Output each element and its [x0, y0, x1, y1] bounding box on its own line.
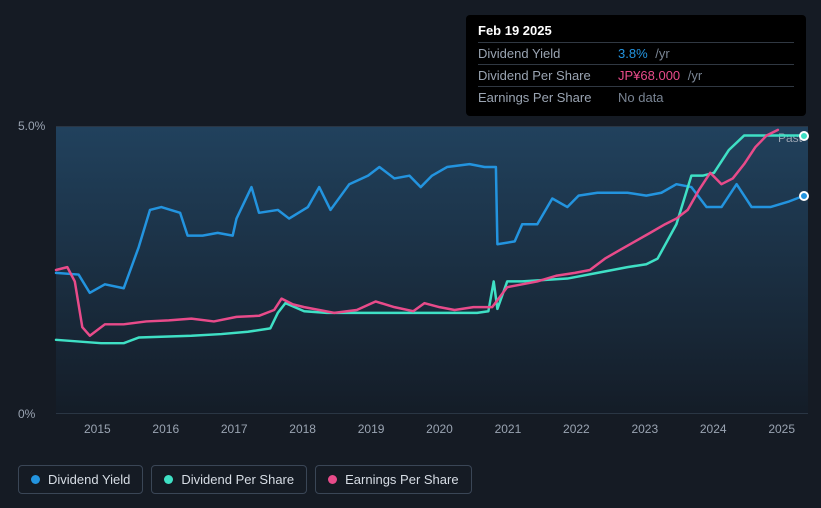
- tooltip-unit: /yr: [684, 68, 702, 83]
- tooltip-value: JP¥68.000 /yr: [618, 68, 702, 83]
- series-line: [56, 136, 804, 344]
- tooltip-label: Dividend Yield: [478, 46, 618, 61]
- x-tick: 2020: [426, 422, 453, 436]
- legend-label: Earnings Per Share: [345, 472, 458, 487]
- legend-dot-icon: [328, 475, 337, 484]
- legend: Dividend Yield Dividend Per Share Earnings…: [18, 465, 472, 494]
- x-tick: 2016: [152, 422, 179, 436]
- tooltip-value: No data: [618, 90, 664, 105]
- legend-item[interactable]: Dividend Per Share: [151, 465, 307, 494]
- tooltip-row: Dividend Per ShareJP¥68.000 /yr: [478, 64, 794, 86]
- tooltip-label: Earnings Per Share: [478, 90, 618, 105]
- chart-tooltip: Feb 19 2025 Dividend Yield3.8% /yrDivide…: [466, 15, 806, 116]
- x-tick: 2022: [563, 422, 590, 436]
- series-line: [56, 130, 778, 336]
- series-end-dot: [799, 131, 809, 141]
- x-tick: 2021: [495, 422, 522, 436]
- x-axis: 2015 2016 2017 2018 2019 2020 2021 2022 2023 2024…: [56, 422, 808, 442]
- tooltip-row: Earnings Per ShareNo data: [478, 86, 794, 108]
- tooltip-unit: /yr: [652, 46, 670, 61]
- x-tick: 2023: [631, 422, 658, 436]
- x-tick: 2015: [84, 422, 111, 436]
- x-tick: 2025: [768, 422, 795, 436]
- dividend-chart: 5.0% 0% Past 2015 2016 2017 2018 2019 2020 202…: [18, 108, 808, 448]
- legend-item[interactable]: Dividend Yield: [18, 465, 143, 494]
- tooltip-row: Dividend Yield3.8% /yr: [478, 42, 794, 64]
- series-line: [56, 164, 804, 293]
- x-tick: 2017: [221, 422, 248, 436]
- legend-dot-icon: [164, 475, 173, 484]
- tooltip-date: Feb 19 2025: [478, 23, 794, 38]
- y-tick-min: 0%: [18, 407, 35, 421]
- x-tick: 2018: [289, 422, 316, 436]
- tooltip-label: Dividend Per Share: [478, 68, 618, 83]
- series-end-dot: [799, 191, 809, 201]
- y-tick-max: 5.0%: [18, 119, 45, 133]
- series-lines: [56, 127, 808, 413]
- legend-dot-icon: [31, 475, 40, 484]
- legend-label: Dividend Yield: [48, 472, 130, 487]
- x-tick: 2019: [358, 422, 385, 436]
- x-tick: 2024: [700, 422, 727, 436]
- legend-label: Dividend Per Share: [181, 472, 294, 487]
- plot-area[interactable]: Past: [56, 126, 808, 414]
- legend-item[interactable]: Earnings Per Share: [315, 465, 471, 494]
- tooltip-value: 3.8% /yr: [618, 46, 670, 61]
